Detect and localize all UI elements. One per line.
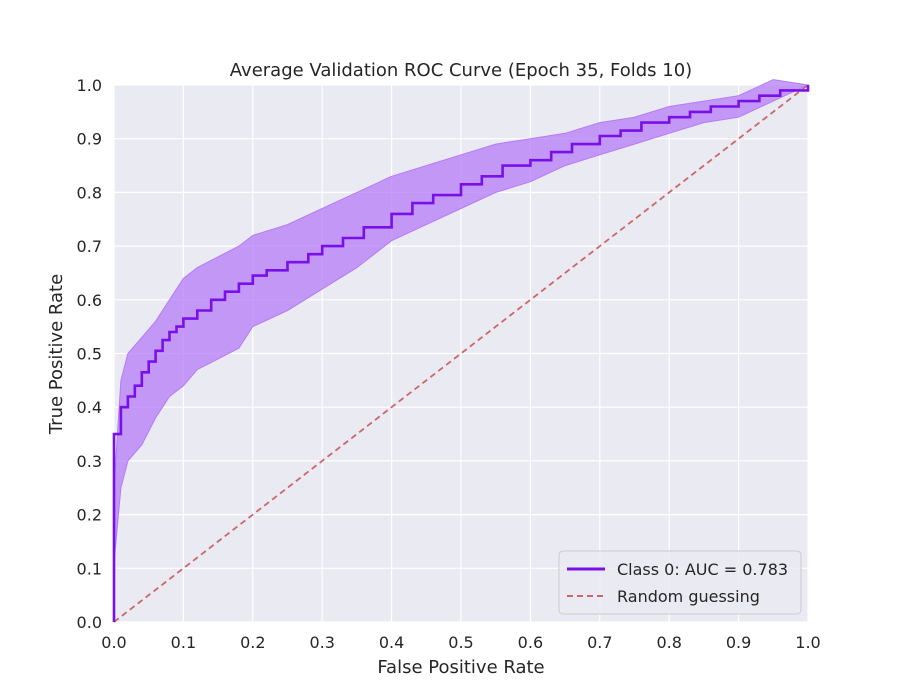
y-tick-label: 0.2 [77, 506, 102, 525]
x-tick-label: 0.0 [101, 633, 126, 652]
x-tick-label: 0.7 [587, 633, 612, 652]
legend-label-roc: Class 0: AUC = 0.783 [617, 560, 788, 579]
y-tick-label: 0.3 [77, 452, 102, 471]
x-tick-label: 0.6 [518, 633, 543, 652]
y-tick-label: 0.5 [77, 345, 102, 364]
y-axis-title: True Positive Rate [46, 274, 67, 435]
x-tick-label: 0.9 [726, 633, 751, 652]
x-tick-label: 0.2 [240, 633, 265, 652]
legend: Class 0: AUC = 0.783 Random guessing [559, 551, 801, 614]
x-axis-title: False Positive Rate [377, 657, 544, 678]
legend-label-random: Random guessing [617, 587, 760, 606]
y-tick-label: 0.8 [77, 183, 102, 202]
x-tick-label: 0.4 [379, 633, 404, 652]
chart-title: Average Validation ROC Curve (Epoch 35, … [230, 60, 692, 81]
y-tick-label: 1.0 [77, 76, 102, 95]
x-tick-label: 1.0 [795, 633, 820, 652]
y-tick-label: 0.4 [77, 398, 102, 417]
x-tick-label: 0.3 [309, 633, 334, 652]
y-tick-label: 0.9 [77, 130, 102, 149]
x-tick-label: 0.1 [171, 633, 196, 652]
y-tick-label: 0.1 [77, 559, 102, 578]
y-tick-label: 0.6 [77, 291, 102, 310]
y-tick-label: 0.7 [77, 237, 102, 256]
x-tick-label: 0.8 [656, 633, 681, 652]
x-tick-label: 0.5 [448, 633, 473, 652]
y-tick-label: 0.0 [77, 613, 102, 632]
